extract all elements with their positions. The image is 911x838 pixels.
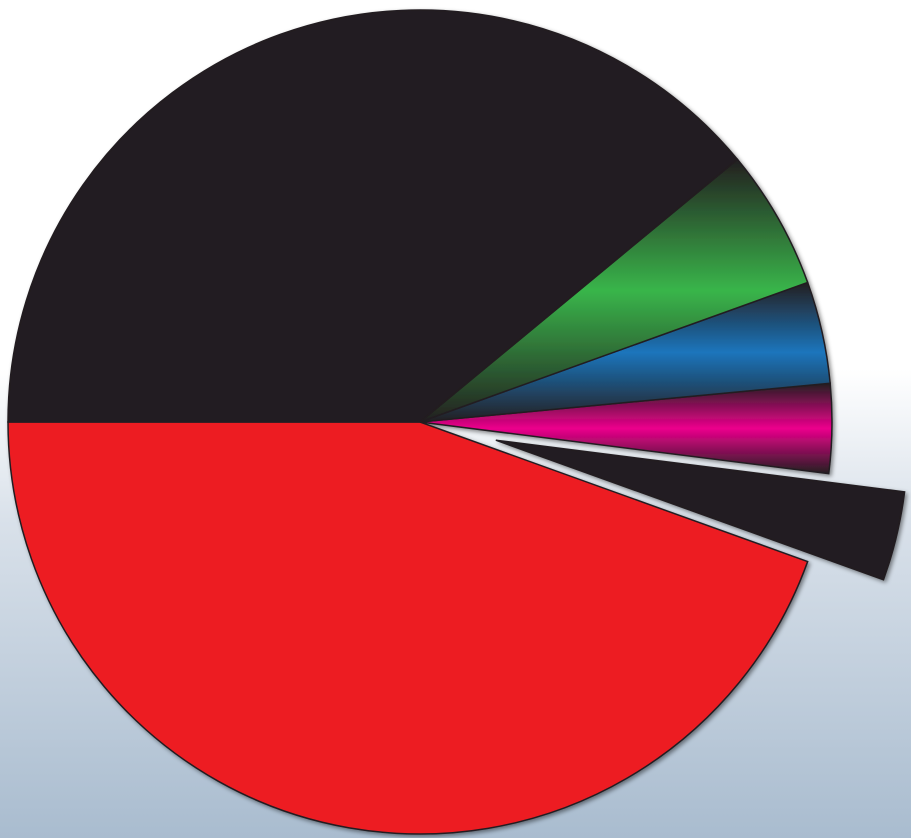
pie-slice-6 xyxy=(7,9,739,423)
pie-slice-1 xyxy=(7,421,809,835)
pie-slice-5 xyxy=(419,158,809,423)
pie-slice-2 xyxy=(495,439,906,581)
